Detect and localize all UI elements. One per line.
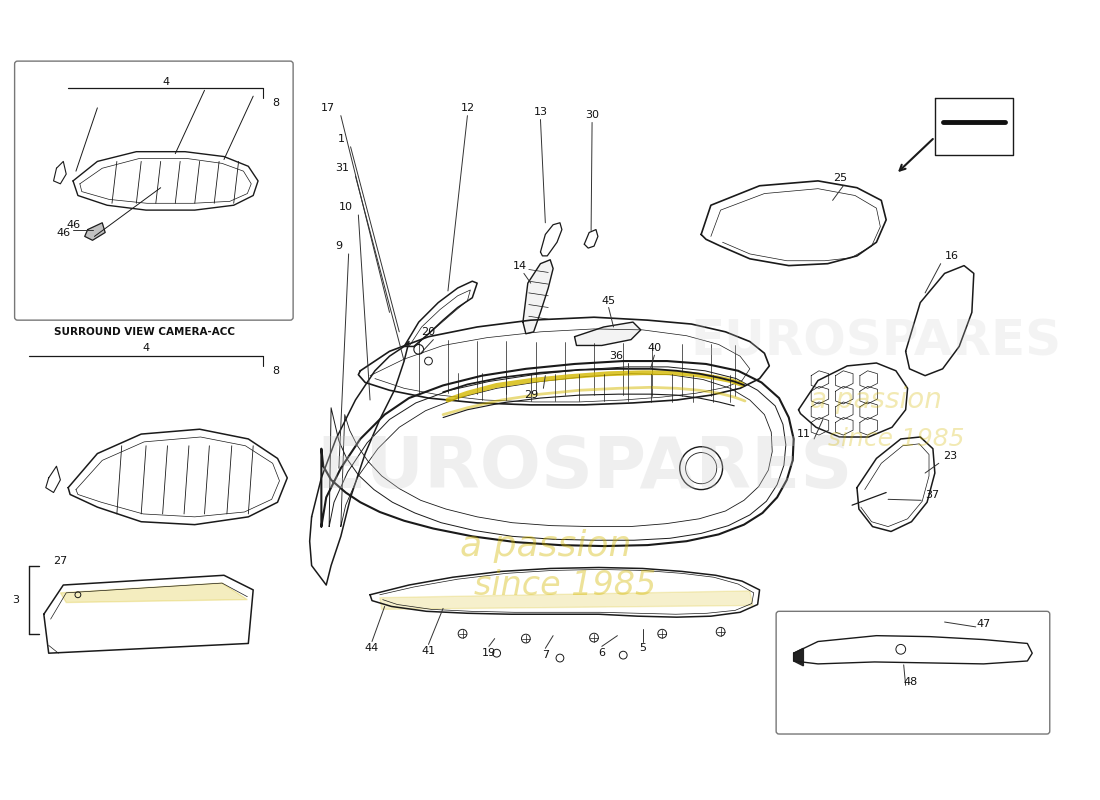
Text: 6: 6 xyxy=(598,648,605,658)
Text: 7: 7 xyxy=(542,650,549,660)
Text: 40: 40 xyxy=(647,343,661,354)
Text: 30: 30 xyxy=(585,110,600,120)
Text: 27: 27 xyxy=(54,556,68,566)
Text: 23: 23 xyxy=(943,451,957,462)
FancyBboxPatch shape xyxy=(777,611,1049,734)
Text: 14: 14 xyxy=(513,261,527,270)
Text: 3: 3 xyxy=(12,594,20,605)
Text: 29: 29 xyxy=(525,390,539,400)
Text: 12: 12 xyxy=(461,103,474,113)
Text: 48: 48 xyxy=(903,678,917,687)
Text: 8: 8 xyxy=(273,366,279,376)
Text: 1: 1 xyxy=(338,134,344,144)
Text: 45: 45 xyxy=(602,296,616,306)
Polygon shape xyxy=(522,260,553,334)
Text: 4: 4 xyxy=(162,77,169,86)
Text: 20: 20 xyxy=(421,327,436,337)
Text: 16: 16 xyxy=(945,251,958,261)
Text: a passion: a passion xyxy=(811,386,943,414)
Text: 47: 47 xyxy=(977,619,991,629)
Text: since 1985: since 1985 xyxy=(827,427,965,451)
Polygon shape xyxy=(574,322,641,346)
Text: 10: 10 xyxy=(339,202,352,212)
Text: 44: 44 xyxy=(365,643,380,654)
FancyBboxPatch shape xyxy=(14,61,293,320)
Polygon shape xyxy=(85,222,106,240)
Polygon shape xyxy=(794,648,803,666)
Text: SURROUND VIEW CAMERA-ACC: SURROUND VIEW CAMERA-ACC xyxy=(54,327,234,337)
Text: 9: 9 xyxy=(336,241,343,251)
Text: 17: 17 xyxy=(321,103,336,113)
Text: 5: 5 xyxy=(639,643,646,654)
Text: 41: 41 xyxy=(421,646,436,656)
Text: since 1985: since 1985 xyxy=(474,569,656,602)
Text: 25: 25 xyxy=(833,173,847,183)
Text: 11: 11 xyxy=(798,429,811,439)
Text: 46: 46 xyxy=(56,227,70,238)
Text: EUROSPARES: EUROSPARES xyxy=(691,318,1062,366)
Text: 37: 37 xyxy=(925,490,939,501)
Text: 46: 46 xyxy=(66,220,80,230)
Text: 4: 4 xyxy=(143,343,150,354)
Text: 8: 8 xyxy=(273,98,279,108)
Text: 13: 13 xyxy=(534,106,548,117)
Polygon shape xyxy=(379,591,752,610)
Text: 31: 31 xyxy=(336,163,350,174)
Text: EUROSPARES: EUROSPARES xyxy=(316,434,852,502)
Text: 19: 19 xyxy=(482,648,496,658)
Polygon shape xyxy=(60,583,248,602)
Text: 36: 36 xyxy=(609,351,624,361)
Text: a passion: a passion xyxy=(460,529,631,563)
